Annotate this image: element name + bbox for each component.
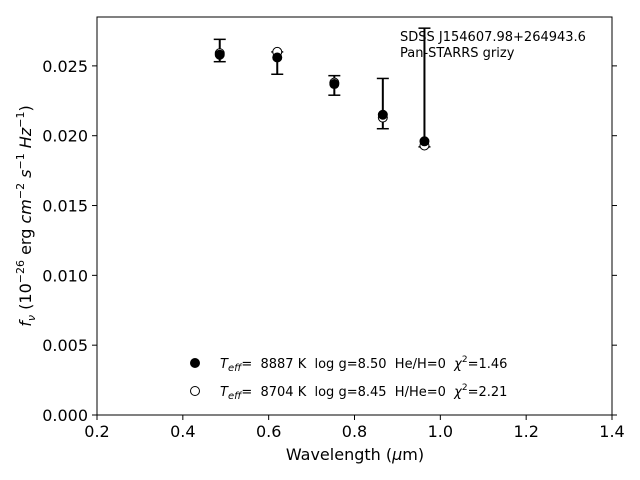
filled-point [377,109,388,120]
legend-label-1: Teff= 8887 K log g=8.50 He/H=0 χ2=1.46 [220,355,507,374]
x-tick-label: 0.4 [170,422,195,441]
y-tick-label: 0.025 [42,57,88,76]
legend-marker-filled [190,358,200,368]
y-tick-label: 0.020 [42,127,88,146]
filled-point [419,136,430,147]
x-tick-label: 1.0 [428,422,453,441]
filled-point [214,49,225,60]
x-tick-label: 0.6 [256,422,281,441]
annotation-photometry: Pan-STARRS grizy [400,46,515,61]
y-tick-label: 0.010 [42,266,88,285]
data-points [214,46,430,151]
y-tick-label: 0.000 [42,406,88,425]
x-tick-label: 0.8 [342,422,367,441]
axis-ticks: 0.2 0.4 0.6 0.8 1.0 1.2 1.4 0.000 0.005 0.010 0.01… [42,57,625,441]
y-axis-label: fν (10−26 erg cm−2 s−1 Hz−1) [14,105,38,326]
error-bars [213,27,431,148]
legend-marker-open [190,386,200,396]
annotation-object-name: SDSS J154607.98+264943.6 [400,30,586,45]
y-tick-label: 0.005 [42,336,88,355]
legend-label-2: Teff= 8704 K log g=8.45 H/He=0 χ2=2.21 [220,383,507,402]
x-axis-label: Wavelength (μm) [286,445,424,464]
plot-frame [96,16,613,416]
x-tick-label: 0.2 [84,422,109,441]
filled-point [329,79,340,90]
filled-point [272,52,283,63]
x-tick-label: 1.4 [599,422,624,441]
legend: Teff= 8887 K log g=8.50 He/H=0 χ2=1.46 T… [190,355,507,402]
x-tick-label: 1.2 [513,422,538,441]
y-tick-label: 0.015 [42,197,88,216]
